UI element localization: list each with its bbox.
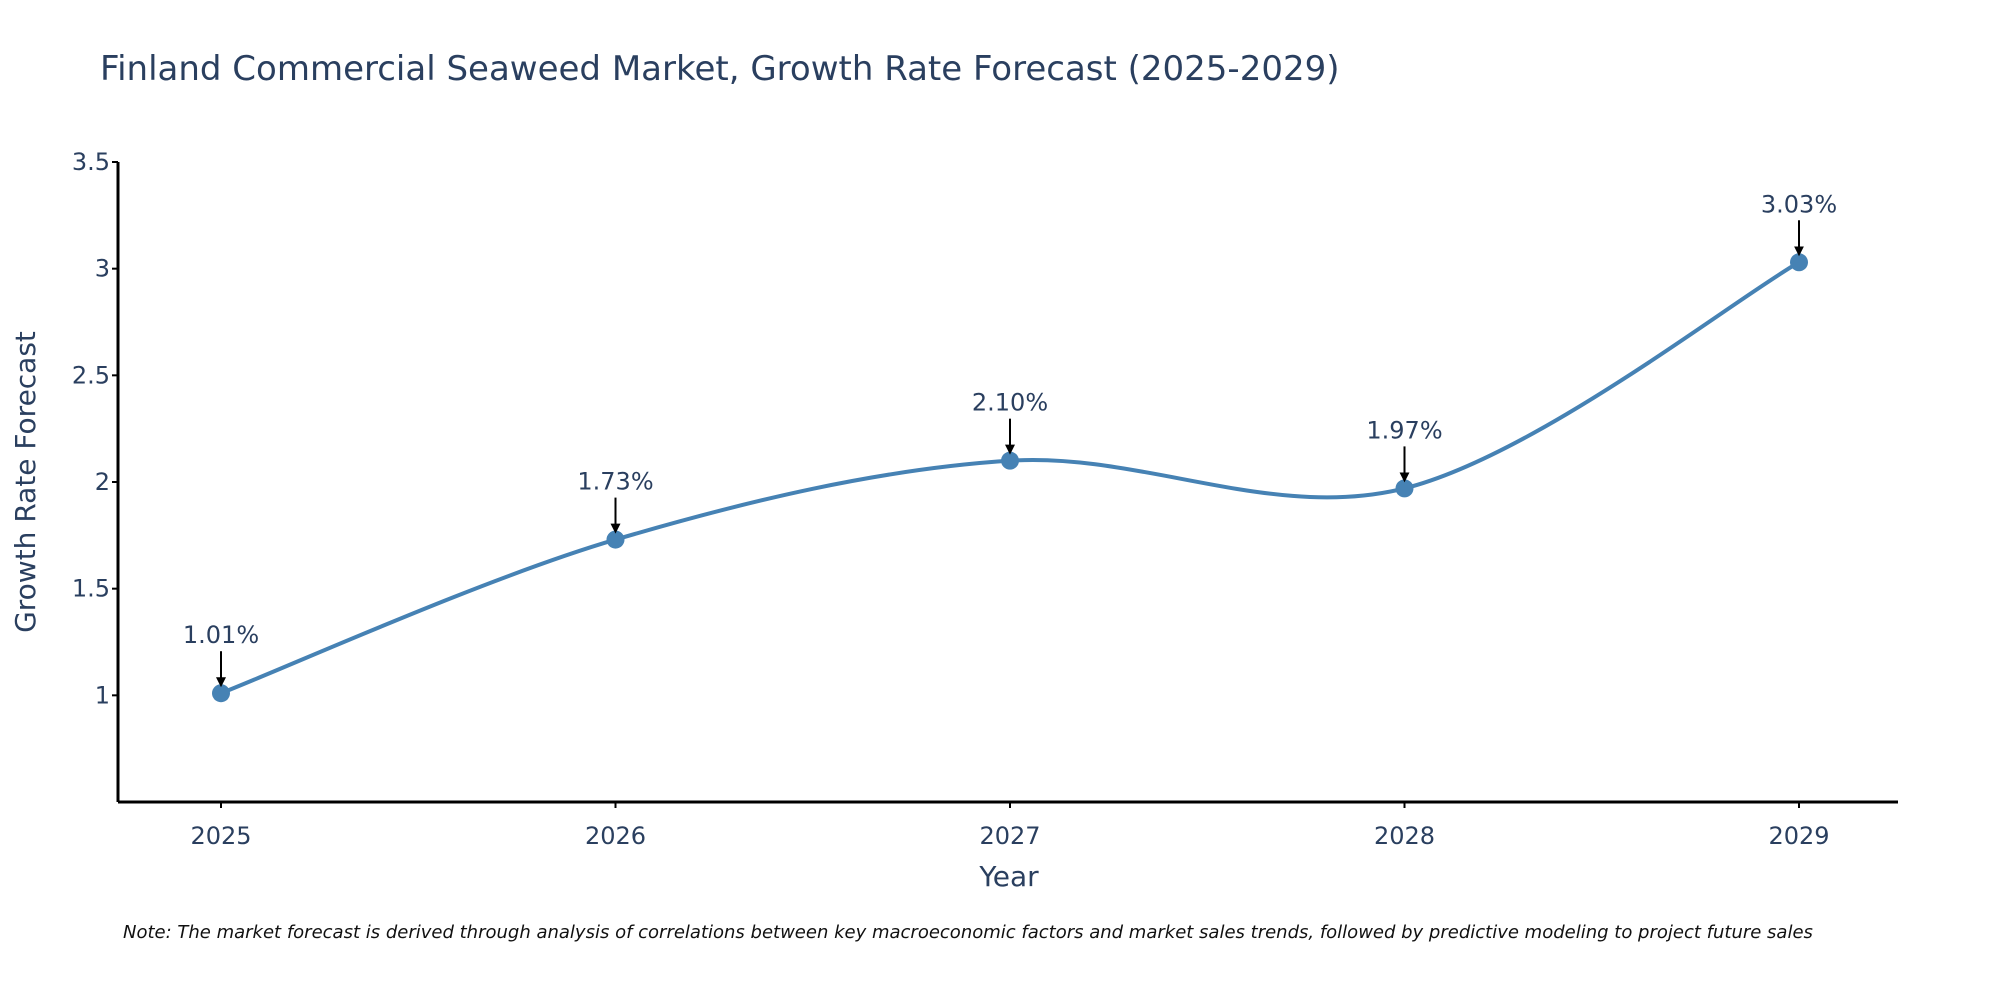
data-label-2029: 3.03% [1761,190,1837,218]
data-point-2028 [1395,479,1414,498]
y-axis-ticks: 1 1.5 2 2.5 3 3.5 [72,148,118,709]
data-point-2025 [212,684,230,703]
y-tick-label: 3.5 [72,148,110,176]
x-tick-label: 2029 [1768,822,1829,850]
data-label-2025: 1.01% [183,621,259,649]
data-point-2027 [1001,451,1019,470]
y-tick-label: 3 [95,255,110,283]
x-tick-label: 2025 [190,822,251,850]
data-label-2026: 1.73% [577,468,653,496]
y-tick-label: 1 [95,681,110,709]
y-tick-label: 1.5 [72,575,110,603]
data-label-2028: 1.97% [1366,416,1442,444]
x-tick-label: 2026 [585,822,646,850]
y-axis-title: Growth Rate Forecast [9,331,42,633]
footnote: Note: The market forecast is derived thr… [123,922,1813,943]
chart-title: Finland Commercial Seaweed Market, Growt… [100,49,1340,89]
series-line [220,260,1800,696]
x-tick-label: 2027 [979,822,1040,850]
data-points [212,253,1808,703]
x-axis-title: Year [978,860,1039,893]
x-axis-ticks: 2025 2026 2027 2028 2029 [190,802,1830,850]
data-point-2026 [606,530,625,549]
x-tick-label: 2028 [1374,822,1435,850]
data-point-2029 [1790,253,1808,272]
data-annotations: 1.01% 1.73% 2.10% 1.97% 3.03% [183,190,1837,688]
data-label-2027: 2.10% [972,389,1048,417]
y-tick-label: 2.5 [72,361,110,389]
y-tick-label: 2 [95,468,110,496]
